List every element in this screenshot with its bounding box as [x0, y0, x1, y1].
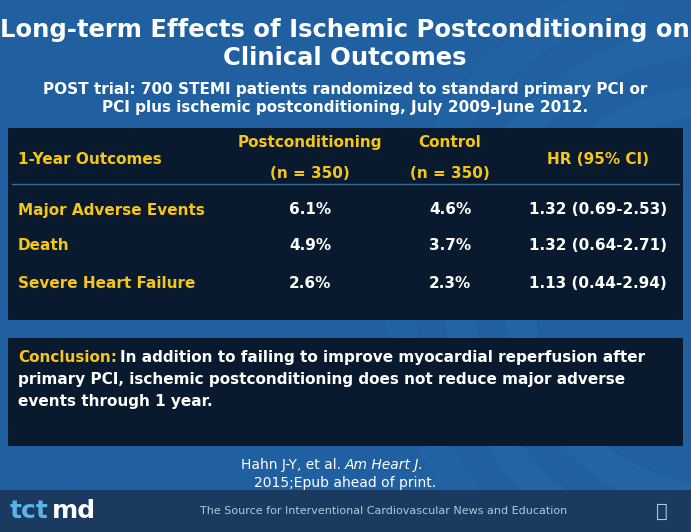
Text: events through 1 year.: events through 1 year. — [18, 394, 213, 409]
Text: Control: Control — [419, 135, 482, 150]
Text: In addition to failing to improve myocardial reperfusion after: In addition to failing to improve myocar… — [120, 350, 645, 365]
Bar — [0, 490, 691, 532]
Text: 2015;Epub ahead of print.: 2015;Epub ahead of print. — [254, 476, 436, 490]
Text: 2.3%: 2.3% — [429, 276, 471, 290]
Bar — [8, 128, 683, 320]
Text: Hahn J-Y, et al.: Hahn J-Y, et al. — [240, 458, 345, 472]
Text: tct: tct — [10, 499, 49, 523]
Text: 4.9%: 4.9% — [289, 238, 331, 254]
Text: primary PCI, ischemic postconditioning does not reduce major adverse: primary PCI, ischemic postconditioning d… — [18, 372, 625, 387]
Text: 6.1%: 6.1% — [289, 203, 331, 218]
Text: Death: Death — [18, 238, 70, 254]
Bar — [8, 338, 683, 446]
Text: Clinical Outcomes: Clinical Outcomes — [223, 46, 466, 70]
Text: Severe Heart Failure: Severe Heart Failure — [18, 276, 196, 290]
Text: 1.32 (0.64-2.71): 1.32 (0.64-2.71) — [529, 238, 667, 254]
Text: 1.13 (0.44-2.94): 1.13 (0.44-2.94) — [529, 276, 667, 290]
Text: The Source for Interventional Cardiovascular News and Education: The Source for Interventional Cardiovasc… — [200, 506, 567, 516]
Text: POST trial: 700 STEMI patients randomized to standard primary PCI or: POST trial: 700 STEMI patients randomize… — [43, 82, 647, 97]
Text: Am Heart J.: Am Heart J. — [345, 458, 424, 472]
Text: md: md — [52, 499, 96, 523]
Text: 4.6%: 4.6% — [429, 203, 471, 218]
Text: Conclusion:: Conclusion: — [18, 350, 117, 365]
Text: (n = 350): (n = 350) — [410, 166, 490, 181]
Text: Postconditioning: Postconditioning — [238, 135, 382, 150]
Text: Major Adverse Events: Major Adverse Events — [18, 203, 205, 218]
Text: PCI plus ischemic postconditioning, July 2009-June 2012.: PCI plus ischemic postconditioning, July… — [102, 100, 588, 115]
Text: 1.32 (0.69-2.53): 1.32 (0.69-2.53) — [529, 203, 667, 218]
Text: 1-Year Outcomes: 1-Year Outcomes — [18, 153, 162, 168]
Text: HR (95% CI): HR (95% CI) — [547, 153, 649, 168]
Text: Long-term Effects of Ischemic Postconditioning on: Long-term Effects of Ischemic Postcondit… — [0, 18, 690, 42]
Text: ⓒ: ⓒ — [656, 502, 668, 520]
Text: (n = 350): (n = 350) — [270, 166, 350, 181]
Text: 2.6%: 2.6% — [289, 276, 331, 290]
Text: 3.7%: 3.7% — [429, 238, 471, 254]
